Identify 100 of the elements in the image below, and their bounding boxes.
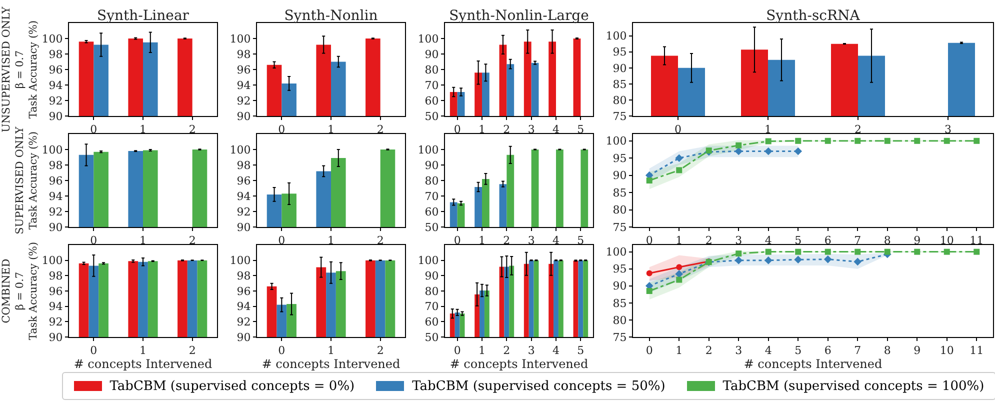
y-tick-label: 100 bbox=[42, 32, 63, 46]
x-tick-label: 0 bbox=[646, 344, 653, 358]
x-tick-label: 0 bbox=[674, 123, 682, 136]
x-tick-label: 1 bbox=[764, 123, 772, 136]
point bbox=[646, 288, 652, 294]
y-tick-label: 60 bbox=[424, 94, 439, 108]
x-axis-title: # concepts Intervened bbox=[74, 357, 212, 371]
x-tick-label: 0 bbox=[278, 123, 286, 136]
x-tick-label: 4 bbox=[552, 344, 560, 358]
y-axis-title: COMBINED β = 0.7 Task Accuracy (%) bbox=[0, 242, 40, 340]
point bbox=[824, 255, 832, 264]
y-tick-label: 100 bbox=[418, 254, 439, 268]
x-tick-label: 5 bbox=[794, 234, 802, 248]
x-tick-label: 0 bbox=[646, 234, 653, 248]
chart-title: Synth-Linear bbox=[96, 8, 190, 24]
point bbox=[974, 248, 980, 255]
y-tick-label: 96 bbox=[48, 284, 63, 298]
y-tick-label: 94 bbox=[236, 300, 251, 314]
y-tick-label: 90 bbox=[424, 270, 439, 283]
x-tick-label: 1 bbox=[328, 344, 334, 358]
point bbox=[824, 138, 831, 144]
y-tick-label: 100 bbox=[42, 143, 63, 156]
x-axis-title: # concepts Intervened bbox=[744, 357, 882, 371]
y-tick-label: 80 bbox=[424, 284, 439, 298]
point bbox=[736, 142, 742, 148]
x-tick-label: 1 bbox=[328, 123, 334, 136]
y-tick-label: 92 bbox=[236, 316, 251, 329]
y-tick-label: 100 bbox=[230, 143, 251, 156]
y-tick-label: 90 bbox=[612, 280, 627, 293]
point bbox=[765, 248, 772, 255]
y-tick-label: 75 bbox=[612, 220, 627, 234]
chart-title: Synth-Nonlin-Large bbox=[449, 8, 589, 24]
x-tick-label: 4 bbox=[764, 234, 772, 248]
x-tick-label: 1 bbox=[676, 234, 683, 248]
x-tick-label: 0 bbox=[90, 344, 98, 358]
x-tick-label: 2 bbox=[188, 344, 196, 358]
x-tick-label: 2 bbox=[376, 123, 384, 136]
x-tick-label: 0 bbox=[90, 123, 98, 136]
y-tick-label: 94 bbox=[236, 190, 251, 203]
x-axis-title: # concepts Intervened bbox=[262, 357, 400, 371]
x-tick-label: 3 bbox=[528, 234, 535, 248]
point bbox=[646, 270, 652, 276]
y-tick-label: 95 bbox=[612, 46, 627, 59]
y-tick-label: 100 bbox=[418, 32, 439, 46]
y-tick-label: 94 bbox=[236, 78, 251, 92]
point bbox=[646, 178, 652, 184]
y-tick-label: 75 bbox=[612, 330, 627, 344]
point bbox=[824, 248, 831, 255]
y-tick-label: 80 bbox=[612, 94, 627, 107]
y-tick-label: 90 bbox=[236, 220, 251, 234]
x-tick-label: 2 bbox=[854, 123, 862, 136]
point bbox=[974, 138, 980, 144]
y-tick-label: 90 bbox=[48, 110, 63, 123]
y-tick-label: 85 bbox=[612, 296, 627, 310]
point bbox=[736, 250, 742, 257]
x-tick-label: 2 bbox=[376, 344, 384, 358]
x-tick-label: 2 bbox=[503, 123, 510, 136]
y-tick-label: 60 bbox=[424, 316, 439, 329]
y-tick-label: 70 bbox=[424, 190, 439, 203]
y-tick-label: 85 bbox=[612, 78, 627, 91]
x-tick-label: 0 bbox=[454, 234, 461, 248]
x-tick-label: 10 bbox=[940, 234, 954, 248]
x-tick-label: 1 bbox=[478, 123, 486, 136]
y-tick-label: 96 bbox=[236, 63, 251, 76]
x-tick-label: 7 bbox=[854, 344, 862, 358]
point bbox=[764, 256, 772, 264]
y-tick-label: 100 bbox=[606, 134, 627, 148]
point bbox=[676, 276, 682, 283]
x-tick-label: 1 bbox=[328, 234, 334, 248]
point bbox=[675, 154, 684, 162]
y-tick-label: 94 bbox=[48, 78, 63, 92]
y-tick-label: 100 bbox=[606, 30, 627, 43]
point bbox=[794, 256, 802, 264]
x-tick-label: 5 bbox=[577, 234, 584, 248]
y-tick-label: 100 bbox=[606, 246, 627, 259]
x-tick-label: 4 bbox=[764, 344, 772, 358]
y-tick-label: 100 bbox=[230, 254, 251, 268]
x-tick-label: 4 bbox=[552, 123, 560, 136]
x-tick-label: 2 bbox=[503, 234, 510, 248]
y-tick-label: 92 bbox=[236, 205, 251, 218]
y-tick-label: 80 bbox=[424, 174, 439, 188]
y-tick-label: 50 bbox=[424, 330, 439, 344]
y-tick-label: 92 bbox=[48, 316, 63, 329]
legend-label: TabCBM (supervised concepts = 0%) bbox=[110, 378, 355, 394]
x-tick-label: 6 bbox=[824, 234, 832, 248]
legend-label: TabCBM (supervised concepts = 50%) bbox=[412, 378, 666, 394]
y-tick-label: 96 bbox=[236, 174, 251, 188]
y-tick-label: 80 bbox=[612, 204, 627, 217]
y-tick-label: 96 bbox=[236, 284, 251, 298]
y-tick-label: 90 bbox=[424, 158, 439, 172]
y-tick-label: 75 bbox=[612, 110, 627, 123]
y-tick-label: 90 bbox=[424, 48, 439, 61]
x-tick-label: 5 bbox=[794, 344, 802, 358]
x-tick-label: 2 bbox=[376, 234, 384, 248]
y-tick-label: 96 bbox=[48, 174, 63, 188]
y-tick-label: 100 bbox=[230, 32, 251, 46]
x-tick-label: 2 bbox=[188, 123, 196, 136]
y-tick-label: 95 bbox=[612, 152, 627, 165]
chart-title: Synth-Nonlin bbox=[284, 8, 378, 24]
y-tick-label: 90 bbox=[236, 110, 251, 123]
